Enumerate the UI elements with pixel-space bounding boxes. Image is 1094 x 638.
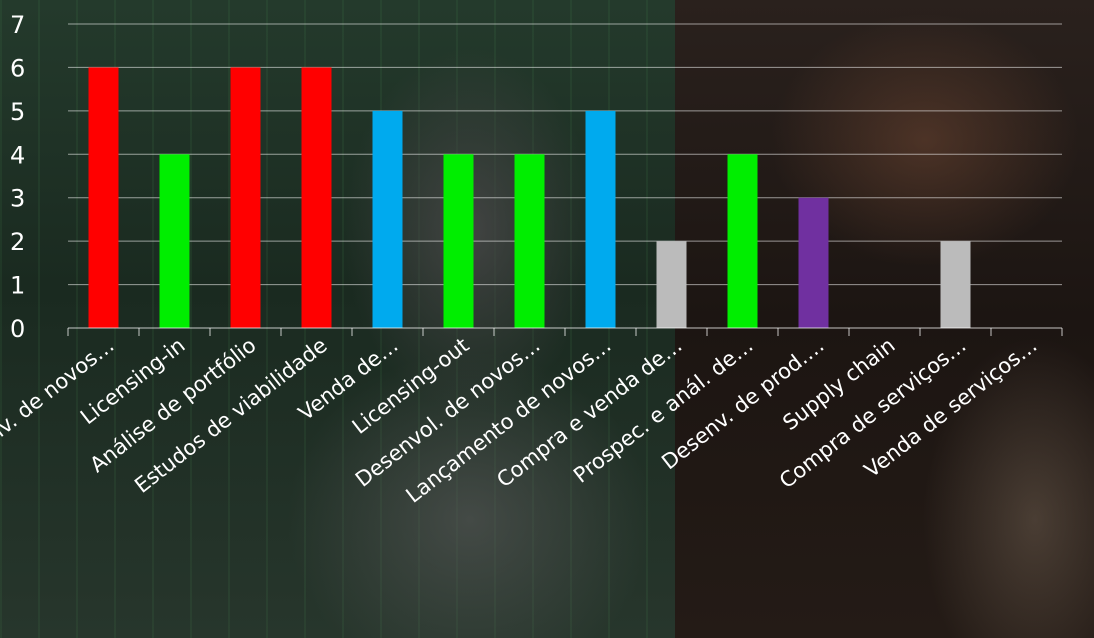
- y-tick-label: 1: [10, 272, 25, 300]
- bar-3: [230, 67, 261, 328]
- bar-7: [514, 154, 545, 328]
- y-tick-labels: 0 1 2 3 4 5 6 7: [10, 11, 25, 343]
- bar-5: [372, 110, 403, 328]
- bar-13: [940, 241, 971, 328]
- bar-4: [301, 67, 332, 328]
- y-tick-label: 5: [10, 98, 25, 126]
- y-tick-label: 2: [10, 228, 25, 256]
- bar-layer: [88, 67, 971, 328]
- y-tick-label: 3: [10, 185, 25, 213]
- bar-8: [585, 110, 616, 328]
- bar-2: [159, 154, 190, 328]
- bar-1: [88, 67, 119, 328]
- y-tick-label: 6: [10, 54, 25, 82]
- bar-6: [443, 154, 474, 328]
- bar-9: [656, 241, 687, 328]
- y-tick-label: 0: [10, 315, 25, 343]
- axis-layer: [67, 327, 1063, 336]
- bar-10: [727, 154, 758, 328]
- y-tick-label: 4: [10, 141, 25, 169]
- grid-layer: [68, 23, 1062, 286]
- bar-11: [798, 197, 829, 328]
- y-tick-label: 7: [10, 11, 25, 39]
